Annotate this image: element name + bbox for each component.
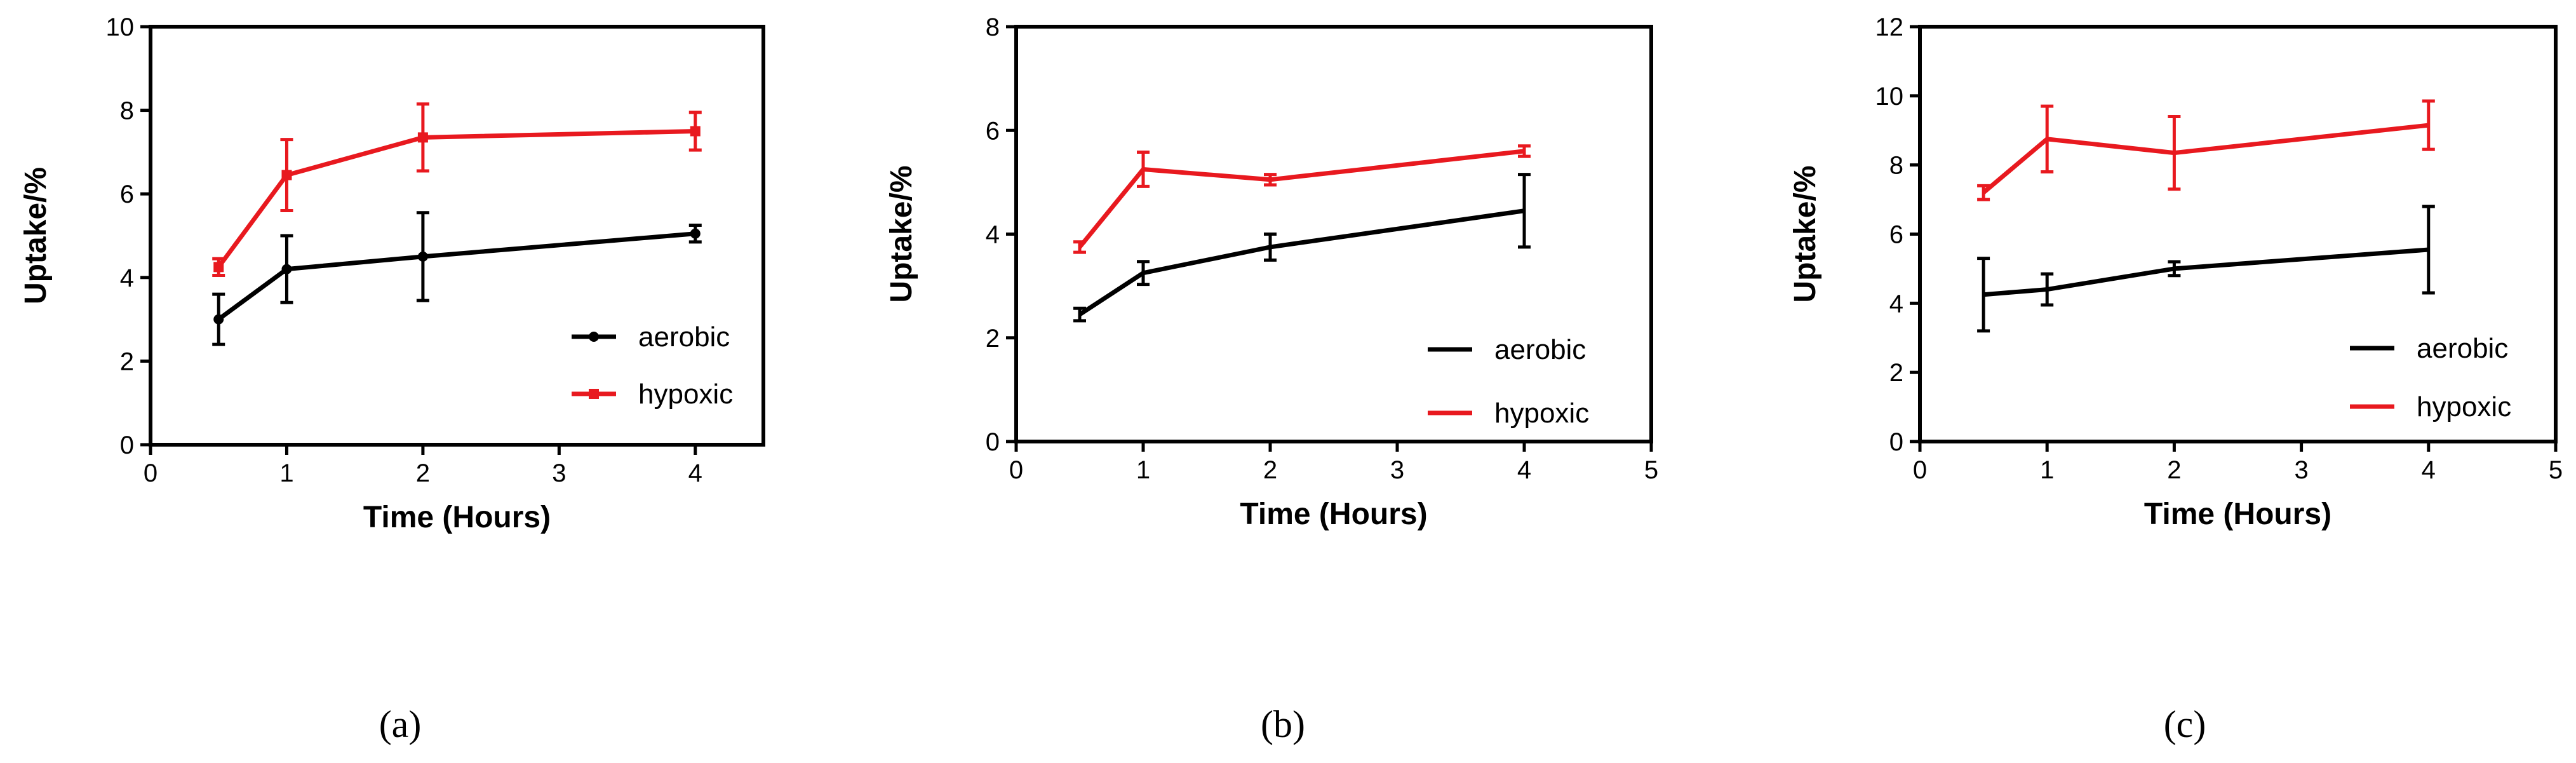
plot-frame	[149, 25, 765, 447]
legend-label-hypoxic: hypoxic	[638, 379, 733, 410]
legend-marker-hypoxic	[589, 389, 599, 399]
y-tick-label: 4	[986, 221, 1000, 249]
x-tick-label: 0	[144, 459, 158, 487]
plot-frame	[1918, 25, 2558, 443]
x-tick-label: 2	[1263, 456, 1277, 484]
legend-label-hypoxic: hypoxic	[1494, 398, 1589, 429]
series-line-aerobic	[1078, 208, 1525, 316]
x-tick-label: 5	[1644, 456, 1658, 484]
x-axis-label: Time (Hours)	[2144, 497, 2331, 531]
y-tick-label: 6	[986, 117, 1000, 145]
x-tick-label: 1	[2040, 456, 2054, 484]
y-tick-label: 8	[1889, 152, 1903, 180]
data-point-aerobic	[281, 264, 292, 274]
data-point-hypoxic	[213, 262, 224, 273]
y-axis-label: Uptake/%	[19, 167, 53, 304]
panel-label: (b)	[1261, 703, 1305, 745]
data-point-hypoxic	[690, 126, 701, 137]
panel-label: (c)	[2164, 703, 2206, 745]
series-line-hypoxic	[1982, 123, 2429, 194]
data-point-aerobic	[690, 228, 701, 239]
x-tick-label: 5	[2549, 456, 2563, 484]
y-tick-label: 0	[986, 428, 1000, 456]
y-tick-label: 8	[120, 97, 134, 125]
legend-label-aerobic: aerobic	[638, 321, 730, 353]
x-tick-label: 4	[1517, 456, 1531, 484]
series-line-aerobic	[1983, 247, 2429, 297]
y-tick-label: 2	[986, 325, 1000, 353]
data-point-hypoxic	[417, 132, 428, 143]
x-tick-label: 1	[1136, 456, 1150, 484]
x-tick-label: 2	[416, 459, 430, 487]
y-tick-label: 6	[120, 180, 134, 208]
y-tick-label: 12	[1875, 13, 1904, 41]
x-tick-label: 4	[2422, 456, 2436, 484]
chart-panel-b: 0 2 4 6 8 0 1 2 3 4 5 Time (Hours) Uptake/% aerobic hy…	[885, 13, 1658, 745]
y-tick-label: 0	[1889, 428, 1903, 456]
legend-label-aerobic: aerobic	[1494, 334, 1586, 365]
legend-label-hypoxic: hypoxic	[2417, 391, 2511, 422]
x-tick-label: 0	[1009, 456, 1023, 484]
x-axis-label: Time (Hours)	[1240, 497, 1427, 531]
panel-label: (a)	[379, 703, 422, 745]
x-axis-label: Time (Hours)	[363, 501, 551, 534]
x-tick-label: 2	[2167, 456, 2181, 484]
series-line-hypoxic	[217, 129, 695, 269]
series-line-hypoxic	[1078, 149, 1525, 249]
y-tick-label: 0	[120, 431, 134, 459]
x-tick-label: 1	[279, 459, 293, 487]
data-point-hypoxic	[281, 170, 292, 180]
series-line-aerobic	[217, 231, 696, 321]
y-tick-label: 8	[986, 13, 1000, 41]
data-point-aerobic	[417, 251, 428, 262]
y-tick-label: 10	[106, 13, 135, 41]
y-tick-label: 10	[1875, 83, 1904, 111]
x-tick-label: 3	[552, 459, 566, 487]
legend-marker-aerobic	[589, 332, 599, 342]
y-tick-label: 4	[1889, 290, 1903, 318]
x-tick-label: 3	[2294, 456, 2308, 484]
data-point-aerobic	[213, 314, 224, 325]
chart-panel-a: 0 2 4 6 8 10 0 1 2 3 4 Time (Hours) Uptake/% aerobic h…	[19, 13, 765, 745]
y-tick-label: 2	[1889, 359, 1903, 387]
legend-label-aerobic: aerobic	[2417, 333, 2508, 364]
y-tick-label: 2	[120, 348, 134, 375]
x-tick-label: 0	[1913, 456, 1927, 484]
y-tick-label: 6	[1889, 221, 1903, 249]
y-axis-label: Uptake/%	[885, 165, 918, 302]
plot-frame	[1014, 25, 1653, 443]
x-tick-label: 4	[688, 459, 702, 487]
y-axis-label: Uptake/%	[1788, 165, 1822, 302]
x-tick-label: 3	[1390, 456, 1404, 484]
y-tick-label: 4	[120, 264, 134, 292]
